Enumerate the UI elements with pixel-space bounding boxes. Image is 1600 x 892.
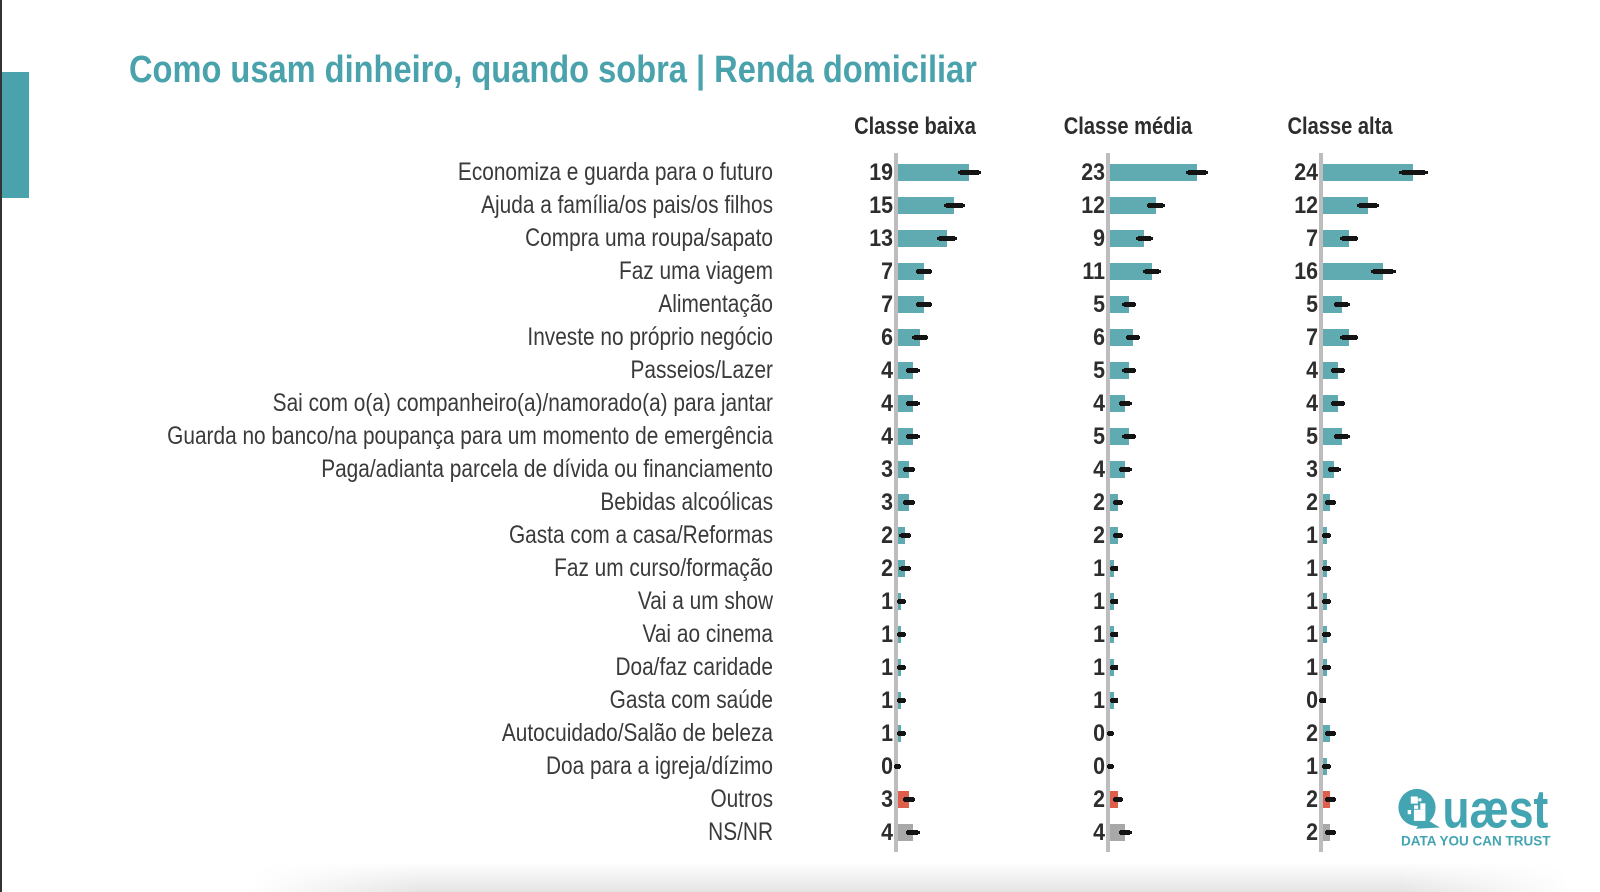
svg-text:DATA YOU CAN TRUST: DATA YOU CAN TRUST <box>1401 834 1551 849</box>
svg-text:uæst: uæst <box>1443 779 1549 839</box>
